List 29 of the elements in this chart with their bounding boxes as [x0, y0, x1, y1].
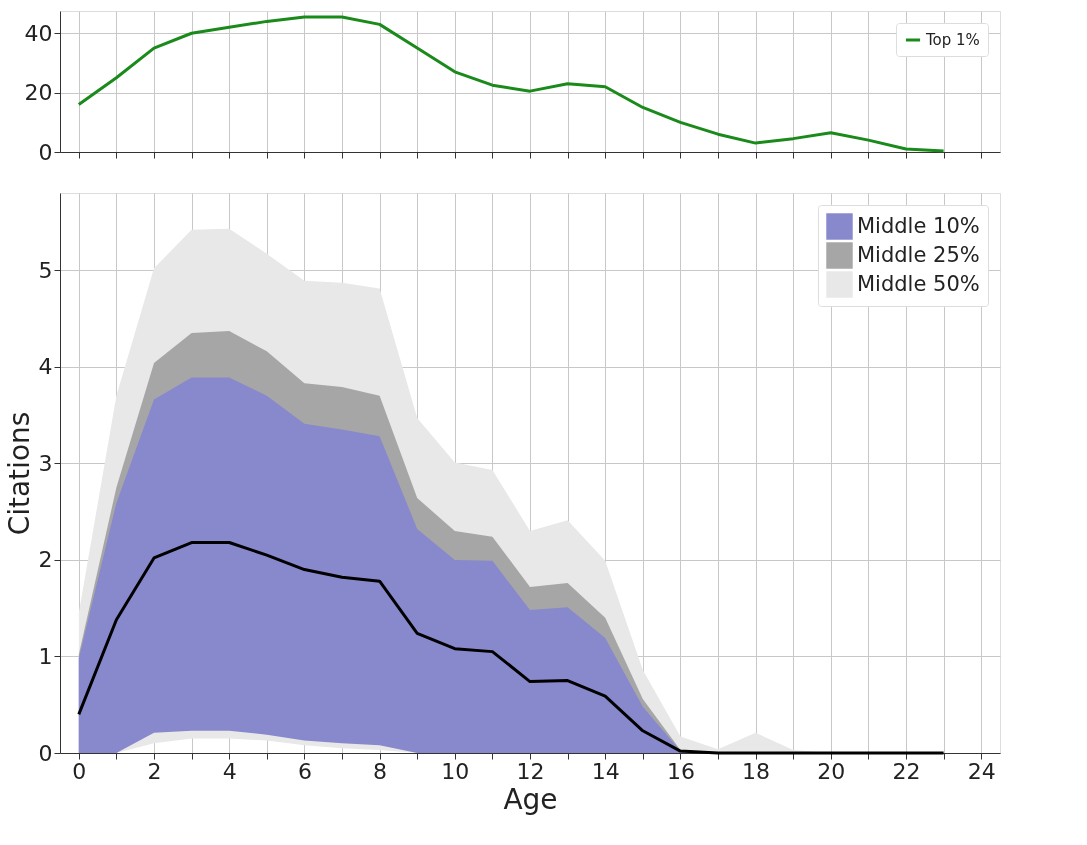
y-tick-label: 3 — [38, 450, 53, 476]
x-tick-label: 18 — [742, 758, 771, 784]
x-tick-label: 4 — [222, 758, 237, 784]
x-tick-label: 20 — [817, 758, 846, 784]
x-axis-title: Age — [503, 782, 558, 816]
y-tick-label: 40 — [24, 20, 53, 46]
y-tick-label: 0 — [38, 139, 53, 165]
legend-label: Middle 10% — [857, 213, 980, 238]
y-tick-label: 4 — [38, 354, 53, 380]
x-tick-label: 2 — [147, 758, 162, 784]
x-tick-label: 14 — [591, 758, 620, 784]
legend-label: Middle 50% — [857, 271, 980, 296]
line-series — [77, 541, 946, 755]
x-tick-label: 8 — [373, 758, 388, 784]
x-tick-label: 0 — [72, 758, 87, 784]
y-tick-label: 1 — [38, 643, 53, 669]
x-tick-label: 10 — [441, 758, 470, 784]
y-tick-label: 0 — [38, 740, 53, 766]
x-tick-label: 6 — [297, 758, 312, 784]
x-tick-label: 24 — [967, 758, 996, 784]
y-axis-title: Citations — [2, 411, 36, 536]
y-tick-label: 20 — [24, 80, 53, 106]
x-tick-label: 16 — [666, 758, 695, 784]
x-tick-label: 22 — [892, 758, 921, 784]
y-tick-label: 5 — [38, 257, 53, 283]
y-tick-label: 2 — [38, 547, 53, 573]
legend-label: Middle 25% — [857, 242, 980, 267]
legend-label: Top 1% — [925, 31, 980, 49]
x-tick-label: 12 — [516, 758, 545, 784]
